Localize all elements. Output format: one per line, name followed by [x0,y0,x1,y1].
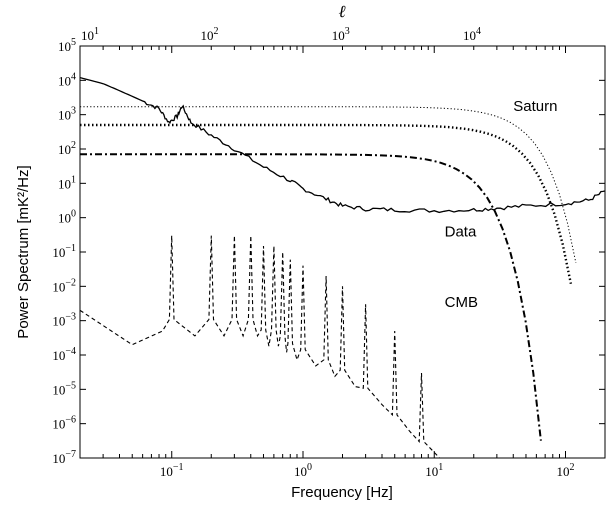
series-layer [80,76,605,458]
y-tick-label: 102 [58,140,76,157]
top-tick-label: 103 [332,26,350,43]
series-solid-line [80,76,605,214]
x-axis-label: Frequency [Hz] [291,484,393,501]
y-tick-label: 10−2 [52,277,76,294]
y-tick-label: 100 [58,209,76,226]
y-tick-label: 104 [58,71,76,88]
y-tick-label: 105 [58,37,76,54]
annotation-cmb: CMB [445,294,478,311]
top-axis-label: ℓ [338,2,345,21]
x-tick-label: 10−1 [160,462,184,479]
series-dotted-thick-line [80,123,573,285]
top-axis-ticks: 101 102 103 104 [81,26,481,43]
series-dashed-line [80,235,441,458]
y-tick-label: 101 [58,174,76,191]
y-axis-label: Power Spectrum [mK²/Hz] [15,165,32,338]
left-axis-ticks: 10−7 10−6 10−5 10−4 10−3 10−2 10−1 100 101 102 103… [52,37,605,466]
y-tick-label: 10−7 [52,449,76,466]
y-tick-label: 10−6 [52,415,76,432]
annotation-data: Data [445,224,477,241]
y-tick-label: 10−4 [52,346,76,363]
top-tick-label: 102 [201,26,219,43]
bottom-axis-ticks: 10−1 100 101 102 [79,46,606,479]
y-tick-label: 10−3 [52,312,76,329]
y-tick-label: 103 [58,106,76,123]
top-tick-label: 104 [463,26,481,43]
x-tick-label: 101 [425,462,443,479]
series-dotted-line [80,106,577,264]
annotation-saturn: Saturn [513,98,557,115]
top-tick-label: 101 [81,26,99,43]
annotations-layer: Saturn Data CMB [445,98,558,311]
series-dashdot-line [80,153,542,441]
y-tick-label: 10−5 [52,380,76,397]
x-tick-label: 100 [294,462,312,479]
y-tick-label: 10−1 [52,243,76,260]
x-tick-label: 102 [556,462,574,479]
